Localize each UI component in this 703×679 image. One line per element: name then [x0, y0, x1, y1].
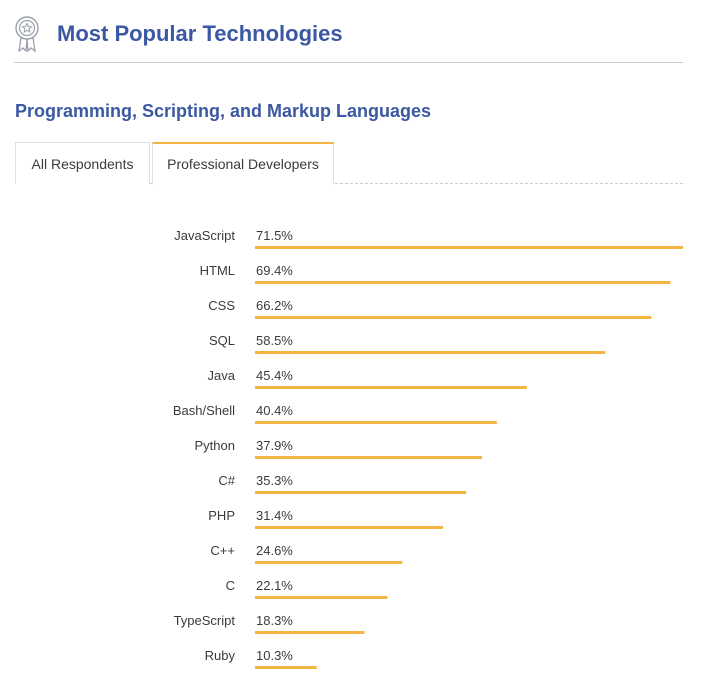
value-label-javascript: 71.5% [256, 228, 293, 243]
bar-sql [255, 351, 606, 354]
value-label-bash-shell: 40.4% [256, 403, 293, 418]
category-label-php: PHP [208, 508, 235, 523]
bar-python [255, 456, 482, 459]
value-label-c: 24.6% [256, 543, 293, 558]
bar-css [255, 316, 652, 319]
category-label-c: C# [218, 473, 235, 488]
bar-typescript [255, 631, 365, 634]
page-title: Most Popular Technologies [57, 21, 343, 46]
value-label-css: 66.2% [256, 298, 293, 313]
category-label-javascript: JavaScript [174, 228, 235, 243]
category-label-java: Java [208, 368, 236, 383]
category-label-html: HTML [200, 263, 235, 278]
tab-professional-developers[interactable]: Professional Developers [152, 142, 334, 185]
category-label-ruby: Ruby [205, 648, 236, 663]
value-label-python: 37.9% [256, 438, 293, 453]
value-label-php: 31.4% [256, 508, 293, 523]
value-label-sql: 58.5% [256, 333, 293, 348]
bar-bash-shell [255, 421, 497, 424]
category-label-bash-shell: Bash/Shell [173, 403, 235, 418]
category-label-css: CSS [208, 298, 235, 313]
award-badge-icon [15, 16, 39, 52]
category-label-sql: SQL [209, 333, 235, 348]
tab-all-respondents[interactable]: All Respondents [15, 142, 150, 184]
bar-javascript [255, 246, 683, 249]
bar-c [255, 491, 467, 494]
tab-bar-divider [15, 183, 683, 184]
value-label-c: 22.1% [256, 578, 293, 593]
value-label-html: 69.4% [256, 263, 293, 278]
value-label-ruby: 10.3% [256, 648, 293, 663]
category-label-c: C++ [210, 543, 235, 558]
value-label-typescript: 18.3% [256, 613, 293, 628]
category-label-python: Python [195, 438, 235, 453]
value-label-c: 35.3% [256, 473, 293, 488]
bar-java [255, 386, 527, 389]
bar-php [255, 526, 443, 529]
value-label-java: 45.4% [256, 368, 293, 383]
bar-c [255, 596, 388, 599]
page-header: Most Popular Technologies [14, 14, 683, 63]
category-label-c: C [226, 578, 235, 593]
category-label-typescript: TypeScript [174, 613, 236, 628]
section-title: Programming, Scripting, and Markup Langu… [15, 101, 432, 121]
bar-html [255, 281, 671, 284]
tab-bar: All Respondents Professional Developers [15, 142, 683, 185]
bar-ruby [255, 666, 317, 669]
bar-c [255, 561, 403, 564]
